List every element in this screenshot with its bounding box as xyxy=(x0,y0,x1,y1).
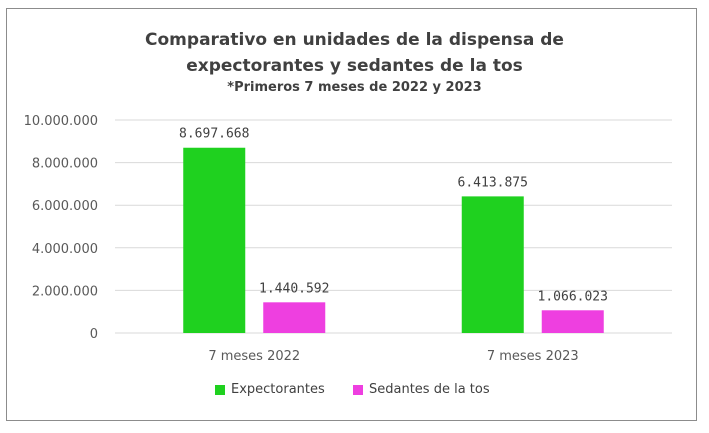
x-tick-label: 7 meses 2022 xyxy=(208,349,300,364)
y-tick-label: 0 xyxy=(90,327,98,342)
y-tick-label: 6.000.000 xyxy=(32,199,98,214)
bar xyxy=(263,302,326,333)
data-label: 1.440.592 xyxy=(259,281,329,296)
x-tick-label: 7 meses 2023 xyxy=(487,349,579,364)
legend-item-sedantes: Sedantes de la tos xyxy=(353,382,490,397)
legend-label-sedantes: Sedantes de la tos xyxy=(369,382,490,397)
data-label: 8.697.668 xyxy=(179,127,249,142)
legend-label-expectorantes: Expectorantes xyxy=(231,382,325,397)
y-tick-label: 4.000.000 xyxy=(32,242,98,257)
chart-subtitle: *Primeros 7 meses de 2022 y 2023 xyxy=(227,80,482,95)
y-tick-label: 8.000.000 xyxy=(32,157,98,172)
chart-legend: Expectorantes Sedantes de la tos xyxy=(0,382,709,402)
data-label: 6.413.875 xyxy=(458,175,528,190)
bar xyxy=(541,310,604,333)
legend-swatch-sedantes xyxy=(353,384,363,395)
bar xyxy=(183,147,246,333)
chart-title-line-1: Comparativo en unidades de la dispensa d… xyxy=(145,30,564,50)
chart-frame xyxy=(6,8,697,421)
legend-swatch-expectorantes xyxy=(215,384,225,395)
data-label: 1.066.023 xyxy=(538,289,608,304)
bar xyxy=(461,196,524,333)
legend-item-expectorantes: Expectorantes xyxy=(215,382,325,397)
chart-title-line-2: expectorantes y sedantes de la tos xyxy=(186,56,523,76)
y-tick-label: 10.000.000 xyxy=(24,114,98,129)
y-tick-label: 2.000.000 xyxy=(32,284,98,299)
